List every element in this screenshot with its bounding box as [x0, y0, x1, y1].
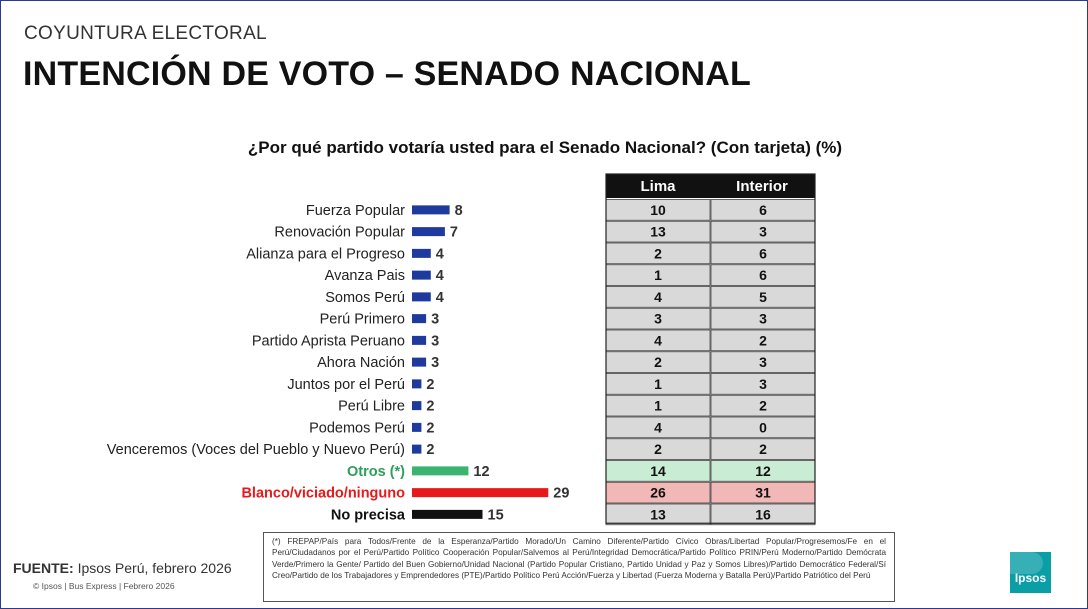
- table-cell-value: 12: [755, 463, 771, 479]
- category-label: Blanco/viciado/ninguno: [241, 486, 405, 502]
- table-cell-value: 1: [654, 376, 662, 392]
- table-cell-value: 2: [759, 332, 767, 348]
- bar: [412, 292, 431, 301]
- bar-value-label: 7: [450, 225, 458, 241]
- bar: [412, 401, 421, 410]
- bar-value-label: 8: [455, 203, 463, 219]
- table-cell-value: 4: [654, 419, 662, 435]
- bar: [412, 358, 426, 367]
- bar-value-label: 3: [431, 312, 439, 328]
- bar: [412, 510, 483, 519]
- table-cell-value: 0: [759, 419, 767, 435]
- source-line: FUENTE: Ipsos Perú, febrero 2026: [13, 560, 232, 576]
- bar-value-label: 4: [436, 268, 444, 284]
- category-label: No precisa: [331, 507, 406, 523]
- category-label: Podemos Perú: [309, 420, 405, 436]
- category-label: Somos Perú: [325, 290, 405, 306]
- category-label: Alianza para el Progreso: [246, 246, 405, 262]
- bar-value-label: 29: [553, 486, 569, 502]
- bar: [412, 271, 431, 280]
- table-cell-value: 31: [755, 485, 771, 501]
- slide-frame: COYUNTURA ELECTORAL INTENCIÓN DE VOTO – …: [0, 0, 1088, 609]
- table-cell-value: 3: [759, 224, 767, 240]
- table-cell-value: 6: [759, 202, 767, 218]
- bar-value-label: 2: [426, 442, 434, 458]
- category-label: Avanza Pais: [325, 268, 405, 284]
- table-cell-value: 4: [654, 332, 662, 348]
- bar-value-label: 4: [436, 246, 444, 262]
- table-column-header: Interior: [736, 178, 788, 195]
- bar-value-label: 2: [426, 399, 434, 415]
- table-cell-value: 6: [759, 245, 767, 261]
- table-cell-value: 14: [650, 463, 666, 479]
- category-label: Renovación Popular: [274, 225, 405, 241]
- copyright-text: © Ipsos | Bus Express | Febrero 2026: [33, 581, 175, 591]
- table-cell-value: 2: [759, 441, 767, 457]
- bar: [412, 466, 468, 475]
- category-label: Juntos por el Perú: [287, 377, 405, 393]
- table-cell-value: 2: [654, 441, 662, 457]
- category-label: Perú Libre: [338, 399, 405, 415]
- table-cell-value: 3: [759, 354, 767, 370]
- bar-value-label: 2: [426, 377, 434, 393]
- bar: [412, 379, 421, 388]
- table-cell-value: 2: [654, 245, 662, 261]
- category-label: Partido Aprista Peruano: [252, 333, 405, 349]
- table-cell-value: 6: [759, 267, 767, 283]
- table-cell-value: 3: [759, 376, 767, 392]
- bar: [412, 314, 426, 323]
- bar: [412, 205, 450, 214]
- table-cell-value: 1: [654, 267, 662, 283]
- table-cell-value: 4: [654, 289, 662, 305]
- category-label: Perú Primero: [320, 312, 405, 328]
- source-label: FUENTE:: [13, 560, 74, 576]
- category-label: Ahora Nación: [317, 355, 405, 371]
- table-cell-value: 10: [650, 202, 666, 218]
- table-cell-value: 5: [759, 289, 767, 305]
- bar: [412, 488, 548, 497]
- bar-value-label: 3: [431, 333, 439, 349]
- bar-value-label: 2: [426, 420, 434, 436]
- table-cell-value: 3: [654, 311, 662, 327]
- bar: [412, 336, 426, 345]
- bar: [412, 423, 421, 432]
- table-cell-value: 2: [654, 354, 662, 370]
- bar-value-label: 3: [431, 355, 439, 371]
- table-cell-value: 26: [650, 485, 666, 501]
- category-label: Venceremos (Voces del Pueblo y Nuevo Per…: [107, 442, 405, 458]
- table-cell-value: 1: [654, 398, 662, 414]
- logo-text: Ipsos: [1015, 571, 1047, 585]
- category-label: Fuerza Popular: [306, 203, 405, 219]
- table-cell-value: 3: [759, 311, 767, 327]
- bar: [412, 227, 445, 236]
- category-label: Otros (*): [347, 464, 405, 480]
- table-cell-value: 16: [755, 506, 771, 522]
- bar: [412, 249, 431, 258]
- table-cell-value: 13: [650, 506, 666, 522]
- table-cell-value: 13: [650, 224, 666, 240]
- table-column-header: Lima: [640, 178, 676, 195]
- bar-value-label: 12: [473, 464, 489, 480]
- bar: [412, 445, 421, 454]
- table-cell-value: 2: [759, 398, 767, 414]
- ipsos-logo: Ipsos: [1010, 552, 1051, 593]
- source-text: Ipsos Perú, febrero 2026: [78, 560, 232, 576]
- footnote: (*) FREPAP/País para Todos/Frente de la …: [263, 532, 895, 602]
- bar-value-label: 15: [488, 507, 504, 523]
- bar-value-label: 4: [436, 290, 444, 306]
